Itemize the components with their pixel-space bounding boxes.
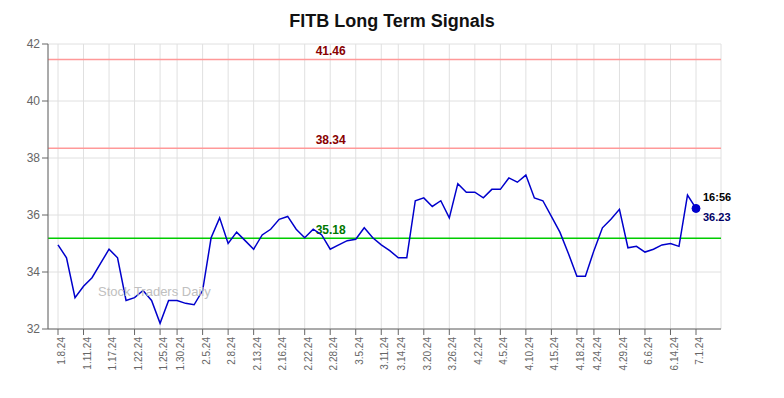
- svg-text:1.30.24: 1.30.24: [175, 337, 186, 371]
- svg-text:1.17.24: 1.17.24: [107, 337, 118, 371]
- svg-text:2.13.24: 2.13.24: [252, 337, 263, 371]
- svg-text:4.18.24: 4.18.24: [575, 337, 586, 371]
- svg-text:32: 32: [27, 322, 41, 336]
- svg-text:3.11.24: 3.11.24: [379, 337, 390, 370]
- svg-text:38.34: 38.34: [316, 133, 346, 147]
- svg-text:2.16.24: 2.16.24: [277, 337, 288, 371]
- svg-text:6.14.24: 6.14.24: [669, 337, 680, 371]
- svg-text:2.8.24: 2.8.24: [226, 337, 237, 365]
- svg-text:4.2.24: 4.2.24: [473, 337, 484, 365]
- svg-text:2.28.24: 2.28.24: [328, 337, 339, 371]
- svg-text:42: 42: [27, 37, 41, 51]
- svg-text:35.18: 35.18: [316, 223, 346, 237]
- svg-text:4.5.24: 4.5.24: [498, 337, 509, 365]
- svg-text:41.46: 41.46: [316, 44, 346, 58]
- svg-text:6.6.24: 6.6.24: [643, 337, 654, 365]
- svg-text:4.10.24: 4.10.24: [524, 337, 535, 371]
- svg-text:7.1.24: 7.1.24: [694, 337, 705, 365]
- svg-text:36: 36: [27, 208, 41, 222]
- svg-text:3.20.24: 3.20.24: [422, 337, 433, 371]
- svg-text:1.11.24: 1.11.24: [82, 337, 93, 370]
- html-text:Stock Traders Daily: Stock Traders Daily: [98, 284, 211, 299]
- svg-text:4.15.24: 4.15.24: [549, 337, 560, 371]
- svg-text:2.5.24: 2.5.24: [201, 337, 212, 365]
- svg-text:2.22.24: 2.22.24: [303, 337, 314, 371]
- svg-text:1.22.24: 1.22.24: [133, 337, 144, 371]
- svg-text:4.29.24: 4.29.24: [618, 337, 629, 371]
- svg-text:3.26.24: 3.26.24: [447, 337, 458, 371]
- svg-text:16:56: 16:56: [703, 191, 731, 203]
- svg-text:3.5.24: 3.5.24: [354, 337, 365, 365]
- svg-text:1.25.24: 1.25.24: [158, 337, 169, 371]
- svg-text:38: 38: [27, 151, 41, 165]
- svg-text:40: 40: [27, 94, 41, 108]
- svg-text:36.23: 36.23: [703, 211, 731, 223]
- svg-text:3.14.24: 3.14.24: [396, 337, 407, 371]
- html-text:FITB Long Term Signals: FITB Long Term Signals: [289, 11, 495, 31]
- svg-text:34: 34: [27, 265, 41, 279]
- svg-text:1.8.24: 1.8.24: [56, 337, 67, 365]
- svg-text:4.24.24: 4.24.24: [592, 337, 603, 371]
